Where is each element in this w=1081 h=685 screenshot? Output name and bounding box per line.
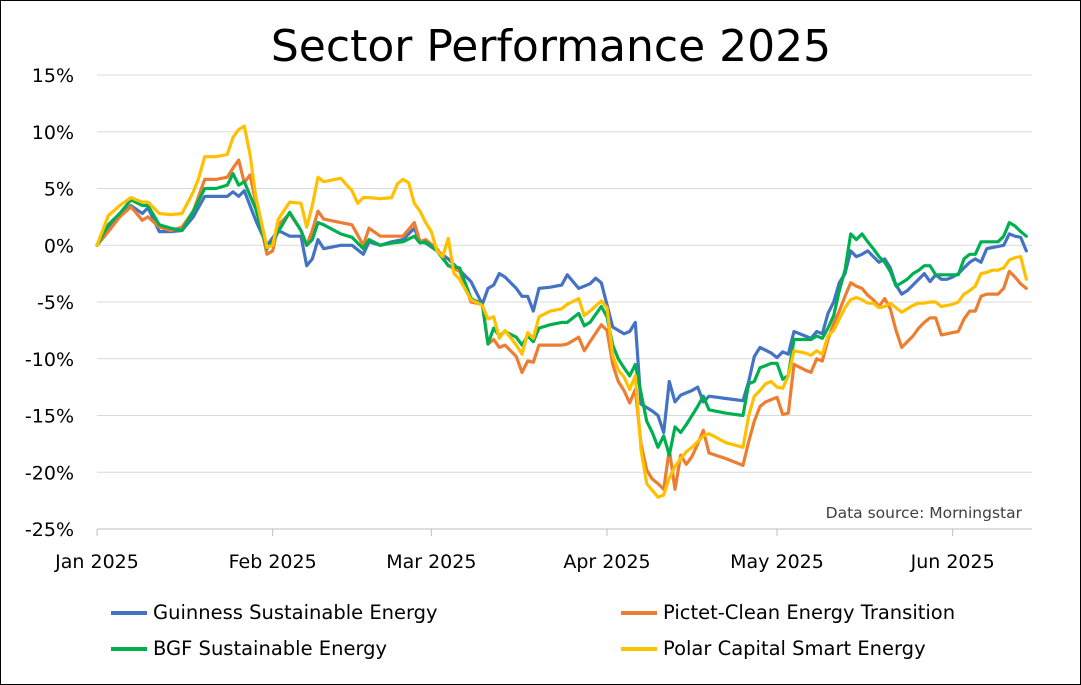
data-source-note: Data source: Morningstar <box>826 504 1023 522</box>
y-tick-label: 0% <box>44 235 74 257</box>
x-tick-label: Feb 2025 <box>229 551 317 573</box>
series-lines <box>95 124 1028 499</box>
series-line-3 <box>95 124 1028 499</box>
series-line-2 <box>95 172 1028 457</box>
legend-item-guinness: Guinness Sustainable Energy <box>111 601 438 624</box>
series-line-0 <box>95 189 1028 435</box>
legend-item-pictet: Pictet-Clean Energy Transition <box>621 601 955 624</box>
x-tick-label: Apr 2025 <box>563 551 650 573</box>
series-line-1 <box>95 158 1028 491</box>
x-tick-label: Jun 2025 <box>910 551 995 573</box>
legend-swatch-guinness <box>111 610 147 615</box>
y-tick-label: -20% <box>25 462 74 484</box>
x-tick-label: May 2025 <box>730 551 824 573</box>
legend-item-bgf: BGF Sustainable Energy <box>111 637 387 660</box>
y-tick-label: 10% <box>32 122 74 144</box>
y-tick-label: -15% <box>25 406 74 428</box>
chart-title: Sector Performance 2025 <box>271 21 831 72</box>
legend-label-pictet: Pictet-Clean Energy Transition <box>663 601 956 624</box>
y-tick-label: 15% <box>32 65 74 87</box>
y-tick-label: 5% <box>44 179 74 201</box>
legend-swatch-pictet <box>621 610 657 615</box>
x-tick-label: Mar 2025 <box>386 551 476 573</box>
legend-label-bgf: BGF Sustainable Energy <box>153 637 388 660</box>
y-tick-label: -5% <box>37 292 74 314</box>
legend-label-guinness: Guinness Sustainable Energy <box>153 601 438 624</box>
y-axis-tick-labels: 15% 10% 5% 0% -5% -10% -15% -20% -25% <box>25 65 74 541</box>
legend-item-polar: Polar Capital Smart Energy <box>621 637 926 660</box>
legend-label-polar: Polar Capital Smart Energy <box>663 637 926 660</box>
legend-swatch-bgf <box>111 646 147 651</box>
y-tick-label: -10% <box>25 349 74 371</box>
x-tick-label: Jan 2025 <box>54 551 139 573</box>
legend-swatch-polar <box>621 646 657 651</box>
y-tick-label: -25% <box>25 519 74 541</box>
x-axis: Jan 2025 Feb 2025 Mar 2025 Apr 2025 May 2025… <box>54 528 1032 573</box>
